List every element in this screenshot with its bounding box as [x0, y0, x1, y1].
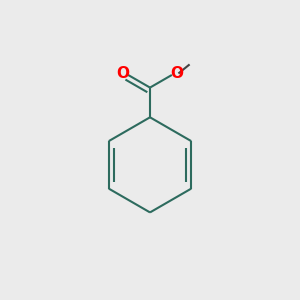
- Text: O: O: [116, 66, 129, 81]
- Text: O: O: [170, 66, 183, 81]
